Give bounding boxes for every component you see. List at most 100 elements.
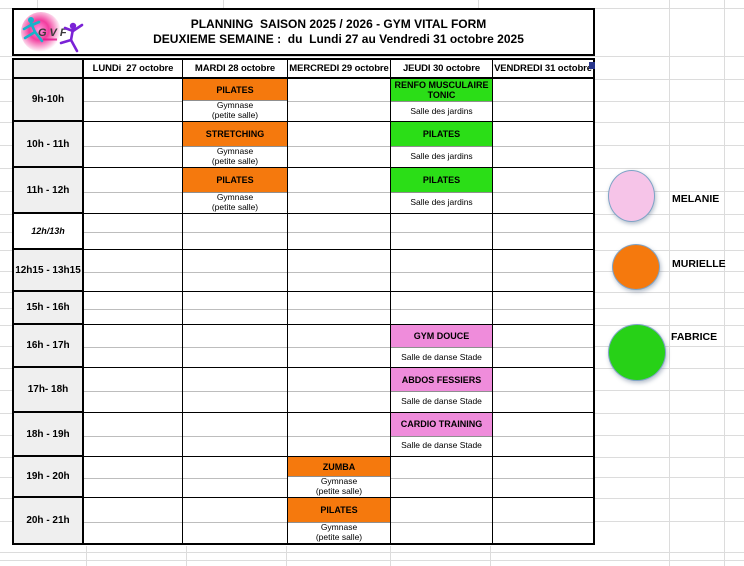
room-label (493, 523, 593, 543)
legend-label: FABRICE (671, 331, 718, 343)
schedule-cell (492, 250, 593, 291)
activity-block (84, 214, 182, 234)
activity-block (84, 368, 182, 393)
activity-block: STRETCHING (183, 122, 287, 147)
room-label (391, 523, 492, 543)
table-row: 12h/13h (14, 214, 593, 250)
activity-block (288, 168, 390, 193)
activity-block (288, 214, 390, 234)
activity-block (493, 457, 593, 480)
schedule-cell: PILATES Gymnase (petite salle) (182, 168, 287, 213)
activity-block (84, 79, 182, 103)
legend-label: MELANIE (672, 193, 720, 205)
activity-block (288, 292, 390, 310)
activity-block (183, 292, 287, 310)
activity-block (493, 214, 593, 234)
room-label (183, 273, 287, 291)
activity-block (288, 122, 390, 147)
day-header: MERCREDI 29 octobre (287, 60, 390, 77)
schedule-cell: PILATES Salle des jardins (390, 122, 492, 167)
schedule-cell (84, 79, 182, 121)
activity-block (493, 368, 593, 393)
table-row: 16h - 17h GYM DOUCE Salle de danse Stade (14, 325, 593, 368)
day-header-row: LUNDi 27 octobre MARDI 28 octobre MERCREDI… (14, 60, 593, 79)
page-title: PLANNING SAISON 2025 / 2026 - GYM VITAL … (190, 17, 487, 31)
gridline (490, 546, 491, 566)
table-row: 9h-10h PILATES Gymnase (petite salle) RENFO… (14, 79, 593, 122)
logo-underline (43, 38, 57, 41)
schedule-cell (182, 250, 287, 291)
activity-block: GYM DOUCE (391, 325, 492, 349)
room-label (493, 273, 593, 291)
activity-block (84, 122, 182, 147)
time-slot-label: 16h - 17h (14, 325, 84, 367)
gridline (286, 546, 287, 566)
gridline (0, 559, 744, 561)
activity-block (493, 498, 593, 523)
schedule-cell: RENFO MUSCULAIRE TONIC Salle des jardins (390, 79, 492, 121)
activity-block: CARDIO TRAINING (391, 413, 492, 437)
activity-block (183, 368, 287, 393)
activity-block (493, 413, 593, 437)
activity-block (84, 325, 182, 349)
room-label (493, 193, 593, 213)
schedule-cell (84, 413, 182, 456)
schedule-cell (287, 250, 390, 291)
room-label (84, 193, 182, 213)
schedule-cell: ABDOS FESSIERS Salle de danse Stade (390, 368, 492, 412)
room-label: Gymnase (petite salle) (211, 146, 259, 166)
room-label: Salle des jardins (410, 151, 473, 161)
room-label: Salle de danse Stade (401, 351, 482, 362)
schedule-cell (390, 250, 492, 291)
activity-block (493, 122, 593, 147)
schedule-cell (492, 122, 593, 167)
legend-circle-melanie (608, 170, 655, 222)
room-label (288, 273, 390, 291)
activity-block (84, 498, 182, 523)
room-label (288, 348, 390, 367)
activity-block (288, 325, 390, 349)
legend-label: MURIELLE (672, 258, 726, 270)
activity-block (84, 292, 182, 310)
room-label (183, 348, 287, 367)
activity-block: RENFO MUSCULAIRE TONIC (391, 79, 492, 103)
gvf-logo-icon: GVF (21, 12, 84, 53)
schedule-cell (182, 457, 287, 497)
activity-block (493, 250, 593, 273)
time-slot-label: 10h - 11h (14, 122, 84, 167)
activity-block (391, 214, 492, 234)
schedule-cell (492, 79, 593, 121)
schedule-cell (492, 168, 593, 213)
activity-block (391, 292, 492, 310)
room-label (84, 392, 182, 412)
room-label (493, 392, 593, 412)
schedule-cell: STRETCHING Gymnase (petite salle) (182, 122, 287, 167)
table-row: 10h - 11h STRETCHING Gymnase (petite salle… (14, 122, 593, 168)
table-row: 20h - 21h PILATES Gymnase (petite salle) (14, 498, 593, 543)
schedule-cell (287, 122, 390, 167)
schedule-cell: PILATES Gymnase (petite salle) (287, 498, 390, 543)
time-slot-label: 9h-10h (14, 79, 84, 121)
room-label (84, 479, 182, 497)
room-label: Gymnase (petite salle) (315, 522, 363, 542)
schedule-cell (390, 457, 492, 497)
activity-block: ABDOS FESSIERS (391, 368, 492, 393)
room-label (493, 348, 593, 367)
schedule-cell (287, 214, 390, 249)
room-label (183, 392, 287, 412)
schedule-cell (390, 214, 492, 249)
activity-block (84, 457, 182, 480)
activity-block (391, 457, 492, 480)
schedule-cell (84, 250, 182, 291)
schedule-cell: GYM DOUCE Salle de danse Stade (390, 325, 492, 367)
activity-block (288, 79, 390, 103)
time-slot-label: 18h - 19h (14, 413, 84, 456)
activity-block (391, 498, 492, 523)
room-label (493, 233, 593, 249)
room-label (288, 437, 390, 456)
schedule-cell (492, 214, 593, 249)
schedule-cell: PILATES Salle des jardins (390, 168, 492, 213)
table-row: 19h - 20h ZUMBA Gymnase (petite salle) (14, 457, 593, 498)
schedule-cell (492, 457, 593, 497)
time-slot-label: 15h - 16h (14, 292, 84, 324)
